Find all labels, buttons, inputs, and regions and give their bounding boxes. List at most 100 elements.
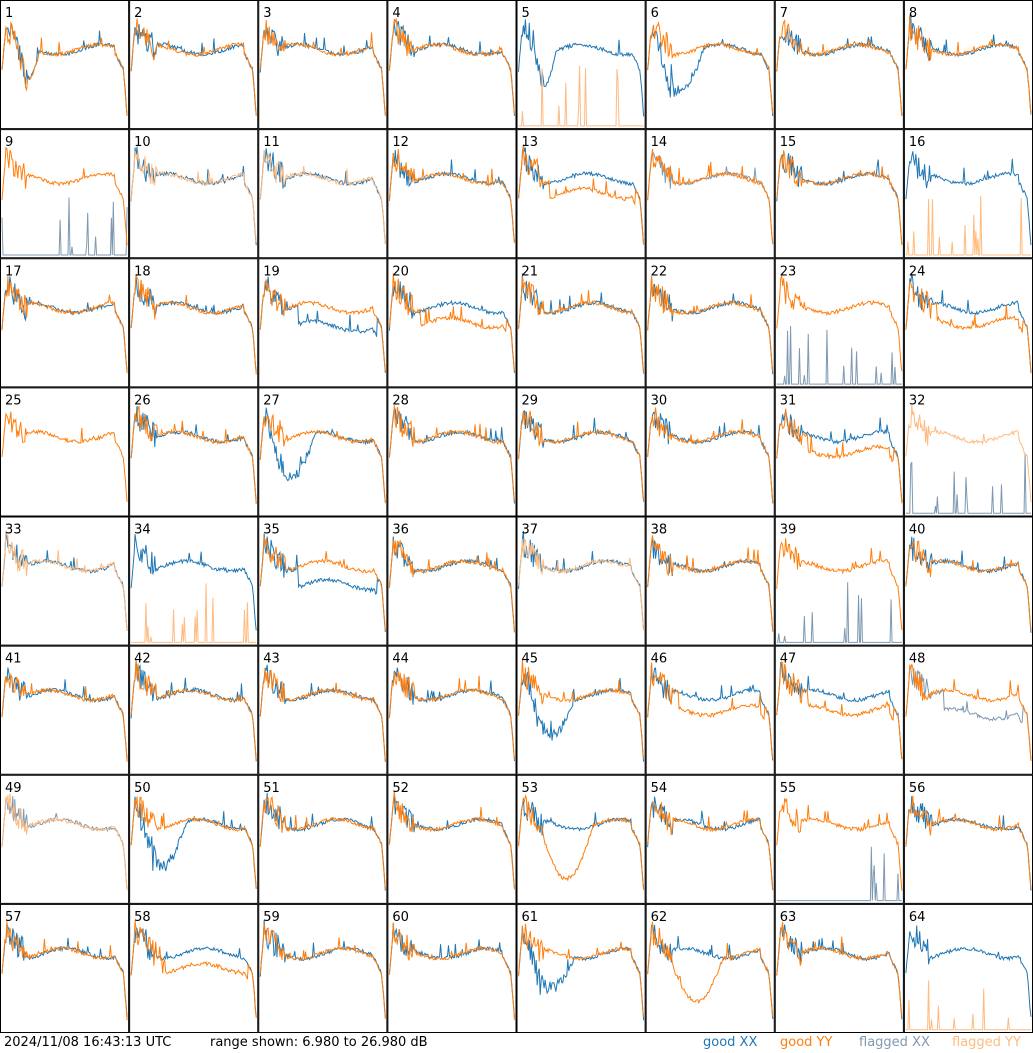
panel-49: 49 xyxy=(0,774,130,904)
panel-frame xyxy=(903,387,1033,517)
panel-4: 4 xyxy=(387,0,517,130)
panel-label: 59 xyxy=(263,910,280,925)
series-yy xyxy=(518,65,644,127)
series-yy xyxy=(647,921,774,1017)
legend-flagged-yy: flagged YY xyxy=(952,1035,1021,1050)
panel-9: 9 xyxy=(0,129,130,259)
series-xx xyxy=(518,672,645,762)
panel-31: 31 xyxy=(774,387,904,517)
panel-frame xyxy=(0,258,130,388)
panel-53: 53 xyxy=(516,774,646,904)
panel-frame xyxy=(0,516,130,646)
panel-frame xyxy=(903,258,1033,388)
series-yy xyxy=(388,405,515,501)
panel-frame xyxy=(258,774,388,904)
panel-23: 23 xyxy=(774,258,904,388)
series-xx xyxy=(776,846,902,902)
panel-label: 46 xyxy=(651,652,668,667)
panel-frame xyxy=(129,903,259,1033)
series-yy xyxy=(776,150,903,245)
panel-12: 12 xyxy=(387,129,517,259)
panel-label: 35 xyxy=(263,523,280,538)
panel-10: 10 xyxy=(129,129,259,259)
panel-frame xyxy=(0,0,130,130)
panel-8: 8 xyxy=(903,0,1033,130)
panel-58: 58 xyxy=(129,903,259,1033)
panel-frame xyxy=(516,387,646,517)
panel-29: 29 xyxy=(516,387,646,517)
panel-5: 5 xyxy=(516,0,646,130)
panel-label: 6 xyxy=(651,6,659,21)
panel-64: 64 xyxy=(903,903,1033,1033)
series-yy xyxy=(905,795,1032,888)
series-yy xyxy=(776,921,903,1017)
series-yy xyxy=(776,408,903,504)
panel-19: 19 xyxy=(258,258,388,388)
series-yy xyxy=(905,540,1032,631)
panel-label: 9 xyxy=(5,135,13,150)
series-yy xyxy=(905,663,1032,762)
panel-label: 7 xyxy=(780,6,788,21)
panel-41: 41 xyxy=(0,645,130,775)
panel-15: 15 xyxy=(774,129,904,259)
series-xx xyxy=(905,453,1031,514)
panel-label: 44 xyxy=(392,652,409,667)
series-yy xyxy=(905,15,1032,115)
series-yy xyxy=(518,145,645,245)
panel-35: 35 xyxy=(258,516,388,646)
series-xx xyxy=(259,276,386,373)
panel-label: 47 xyxy=(780,652,797,667)
range-text: range shown: 6.980 to 26.980 dB xyxy=(210,1035,428,1050)
panel-frame xyxy=(387,645,517,775)
series-yy xyxy=(130,796,257,888)
panel-frame xyxy=(645,903,775,1033)
series-yy xyxy=(647,21,774,114)
panel-label: 34 xyxy=(134,523,151,538)
series-yy xyxy=(1,530,128,630)
series-yy xyxy=(259,413,386,504)
series-xx xyxy=(776,325,902,385)
series-xx xyxy=(388,794,515,889)
series-xx xyxy=(905,665,1032,760)
panel-label: 37 xyxy=(522,523,539,538)
series-xx xyxy=(776,410,903,502)
panel-38: 38 xyxy=(645,516,775,646)
panel-label: 60 xyxy=(392,910,409,925)
panel-50: 50 xyxy=(129,774,259,904)
panel-label: 40 xyxy=(909,523,926,538)
series-xx xyxy=(647,663,774,761)
series-yy xyxy=(776,661,903,760)
panel-frame xyxy=(0,645,130,775)
panel-frame xyxy=(516,0,646,130)
panel-label: 57 xyxy=(5,910,22,925)
panel-frame xyxy=(645,0,775,130)
panel-51: 51 xyxy=(258,774,388,904)
series-yy xyxy=(518,794,645,890)
series-xx xyxy=(388,280,515,373)
panel-20: 20 xyxy=(387,258,517,388)
series-yy xyxy=(647,662,774,760)
timestamp: 2024/11/08 16:43:13 UTC xyxy=(4,1035,172,1050)
series-yy xyxy=(130,920,257,1019)
series-xx xyxy=(130,24,257,116)
panel-label: 2 xyxy=(134,6,142,21)
panel-14: 14 xyxy=(645,129,775,259)
panel-frame xyxy=(774,387,904,517)
panel-47: 47 xyxy=(774,645,904,775)
panel-frame xyxy=(258,387,388,517)
series-yy xyxy=(259,536,386,631)
panel-frame xyxy=(645,129,775,259)
panel-frame xyxy=(774,645,904,775)
series-yy xyxy=(647,148,774,243)
panel-frame xyxy=(387,903,517,1033)
series-xx xyxy=(130,926,257,1017)
series-xx xyxy=(905,151,1032,246)
series-xx xyxy=(388,149,515,242)
panel-frame xyxy=(645,516,775,646)
panel-56: 56 xyxy=(903,774,1033,904)
panel-label: 10 xyxy=(134,135,151,150)
panel-6: 6 xyxy=(645,0,775,130)
panel-33: 33 xyxy=(0,516,130,646)
series-yy xyxy=(130,274,257,375)
panel-frame xyxy=(258,0,388,130)
